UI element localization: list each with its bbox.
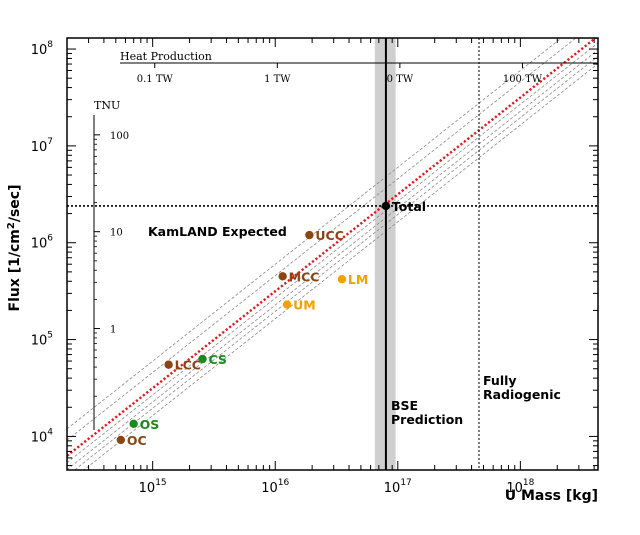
point-cs xyxy=(198,354,207,364)
tnu-tick-label-1: 100 xyxy=(110,131,129,142)
x-tick-label-1e17: 1017 xyxy=(384,478,412,496)
heat-tick-label-3: 0 TW xyxy=(387,74,414,85)
tnu-axis-title: TNU xyxy=(94,99,120,112)
x-tick-label-1e16: 1016 xyxy=(261,478,289,496)
heat-tick-label-2: 1 TW xyxy=(264,74,291,85)
kamland-expected-label: KamLAND Expected xyxy=(148,224,287,239)
guide-line-4 xyxy=(67,49,598,470)
guide-line-3 xyxy=(67,42,598,463)
point-oc xyxy=(116,435,126,445)
heat-tick-label-4: 100 TW xyxy=(503,74,543,85)
point-um xyxy=(282,300,292,309)
guide-line-6 xyxy=(83,63,598,470)
point-label-lm: LM xyxy=(348,272,368,287)
y-axis-label: Flux [1/cm2/sec] xyxy=(6,185,23,312)
heat-tick-label-1: 0.1 TW xyxy=(137,74,174,85)
point-lm xyxy=(337,275,347,284)
tnu-tick-label-3: 1 xyxy=(110,325,116,336)
point-label-total: Total xyxy=(392,199,426,214)
point-lcc xyxy=(164,360,173,369)
guide-line-2 xyxy=(67,38,577,441)
point-label-mcc: MCC xyxy=(289,269,320,284)
y-tick-label-1e4: 104 xyxy=(31,427,54,445)
tnu-tick-label-2: 10 xyxy=(110,228,123,239)
y-tick-label-1e8: 108 xyxy=(31,40,54,58)
bse-label-line1: BSE xyxy=(391,398,418,413)
y-axis-label-sup: 2 xyxy=(6,222,17,229)
bse-label-line2: Prediction xyxy=(391,412,463,427)
x-tick-label-1e18: 1018 xyxy=(506,478,534,496)
guide-line-5 xyxy=(73,55,598,470)
x-axis-label: U Mass [kg] xyxy=(505,488,598,504)
point-label-cs: CS xyxy=(208,352,226,367)
point-mcc xyxy=(278,272,287,281)
y-tick-label-1e6: 106 xyxy=(31,234,54,252)
heat-axis-title: Heat Production xyxy=(120,50,212,63)
point-os xyxy=(129,419,138,428)
point-label-lcc: LCC xyxy=(175,358,201,373)
trend-line xyxy=(67,38,598,457)
point-total xyxy=(381,201,391,211)
point-ucc xyxy=(305,230,314,240)
x-tick-label-1e15: 1015 xyxy=(139,478,167,496)
y-tick-label-1e5: 105 xyxy=(31,331,53,349)
point-label-oc: OC xyxy=(127,433,147,448)
point-label-ucc: UCC xyxy=(315,228,344,243)
plot-frame xyxy=(66,37,599,471)
y-tick-label-1e7: 107 xyxy=(31,137,53,155)
fully-radiogenic-line1: Fully xyxy=(483,373,517,388)
guide-line-1 xyxy=(67,38,563,430)
point-label-os: OS xyxy=(140,417,160,432)
fully-radiogenic-line2: Radiogenic xyxy=(483,387,561,402)
point-label-um: UM xyxy=(293,298,316,313)
